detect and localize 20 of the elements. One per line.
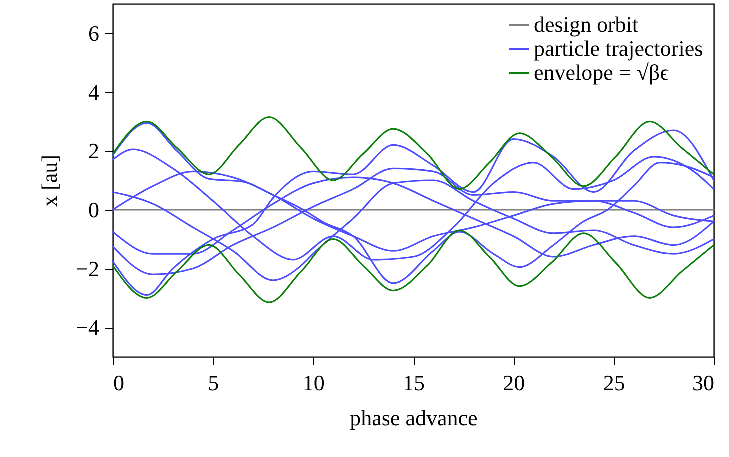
y-tick-label: 0 <box>88 197 100 222</box>
y-axis-title: x [au] <box>37 155 62 207</box>
x-tick-label: 25 <box>603 370 626 396</box>
x-axis-title: phase advance <box>350 406 478 430</box>
line-series <box>112 116 715 190</box>
y-tick-label: −4 <box>76 315 100 340</box>
x-tick-label: 5 <box>208 370 220 396</box>
x-tick-label: 20 <box>503 370 526 396</box>
y-tick-label: −2 <box>76 256 100 282</box>
legend-label: design orbit <box>534 12 638 37</box>
x-tick-label: 30 <box>692 370 714 396</box>
legend-label: envelope = √βϵ <box>534 60 670 85</box>
legend-label: particle trajectories <box>534 36 704 61</box>
line-series <box>112 230 715 304</box>
x-tick-label: 15 <box>403 370 425 396</box>
y-tick-label: 2 <box>88 138 100 164</box>
x-tick-label: 10 <box>302 370 325 396</box>
y-tick-label: 6 <box>88 20 100 46</box>
y-tick-label: 4 <box>88 80 100 105</box>
x-tick-label: 0 <box>114 370 124 396</box>
